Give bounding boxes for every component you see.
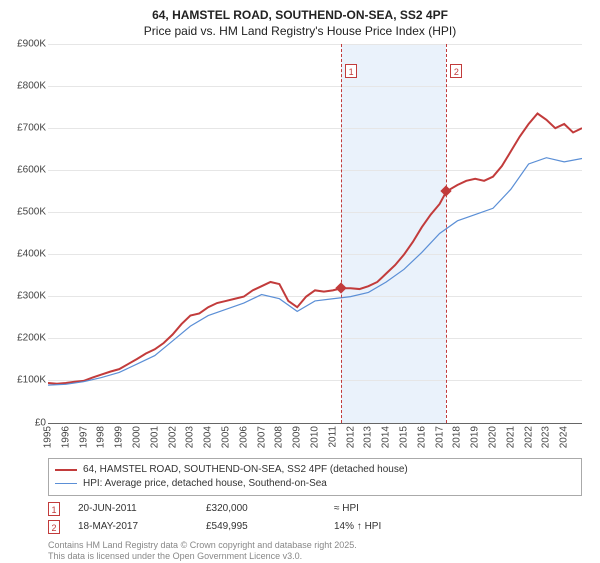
y-tick-label: £400K — [8, 249, 46, 260]
y-tick-label: £0 — [8, 417, 46, 428]
x-tick-label: 2000 — [132, 426, 143, 448]
x-tick-label: 2007 — [256, 426, 267, 448]
legend-item: HPI: Average price, detached house, Sout… — [55, 477, 575, 491]
x-tick-label: 1995 — [43, 426, 54, 448]
y-tick-label: £200K — [8, 333, 46, 344]
x-tick-label: 2016 — [416, 426, 427, 448]
y-tick-label: £300K — [8, 291, 46, 302]
y-tick-label: £700K — [8, 122, 46, 133]
x-tick-label: 2024 — [559, 426, 570, 448]
x-tick-label: 2003 — [185, 426, 196, 448]
x-tick-label: 2002 — [167, 426, 178, 448]
sale-marker-line: 1 — [341, 44, 342, 423]
x-tick-label: 2012 — [345, 426, 356, 448]
transaction-row: 1 20-JUN-2011 £320,000 ≈ HPI — [48, 500, 582, 518]
legend-label: HPI: Average price, detached house, Sout… — [83, 477, 327, 491]
legend-swatch-icon — [55, 469, 77, 471]
x-axis-labels: 1995199619971998199920002001200220032004… — [48, 424, 582, 452]
x-tick-label: 1999 — [114, 426, 125, 448]
x-tick-label: 2008 — [274, 426, 285, 448]
y-tick-label: £800K — [8, 80, 46, 91]
series-line — [48, 157, 582, 384]
x-tick-label: 2023 — [541, 426, 552, 448]
y-tick-label: £900K — [8, 38, 46, 49]
x-tick-label: 2020 — [488, 426, 499, 448]
transaction-delta: 14% ↑ HPI — [334, 518, 381, 536]
x-tick-label: 1997 — [78, 426, 89, 448]
y-tick-label: £100K — [8, 375, 46, 386]
x-tick-label: 2013 — [363, 426, 374, 448]
legend-label: 64, HAMSTEL ROAD, SOUTHEND-ON-SEA, SS2 4… — [83, 463, 408, 477]
transaction-number: 1 — [48, 502, 60, 516]
series-line — [48, 113, 582, 383]
x-tick-label: 2004 — [203, 426, 214, 448]
y-tick-label: £600K — [8, 164, 46, 175]
x-tick-label: 1996 — [60, 426, 71, 448]
x-tick-label: 2018 — [452, 426, 463, 448]
transaction-table: 1 20-JUN-2011 £320,000 ≈ HPI 2 18-MAY-2017 £54… — [48, 500, 582, 536]
chart-title-line2: Price paid vs. HM Land Registry's House … — [8, 24, 592, 38]
attribution-text: Contains HM Land Registry data © Crown c… — [48, 540, 592, 563]
x-tick-label: 1998 — [96, 426, 107, 448]
x-tick-label: 2005 — [221, 426, 232, 448]
legend-box: 64, HAMSTEL ROAD, SOUTHEND-ON-SEA, SS2 4… — [48, 458, 582, 496]
legend-swatch-icon — [55, 483, 77, 484]
x-tick-label: 2022 — [523, 426, 534, 448]
x-tick-label: 2009 — [292, 426, 303, 448]
x-tick-label: 2001 — [149, 426, 160, 448]
x-tick-label: 2011 — [327, 426, 338, 448]
plot-area: £0£100K£200K£300K£400K£500K£600K£700K£80… — [48, 44, 582, 424]
sale-marker-number: 1 — [345, 64, 357, 78]
legend-item: 64, HAMSTEL ROAD, SOUTHEND-ON-SEA, SS2 4… — [55, 463, 575, 477]
transaction-price: £320,000 — [206, 500, 316, 518]
x-tick-label: 2010 — [310, 426, 321, 448]
transaction-row: 2 18-MAY-2017 £549,995 14% ↑ HPI — [48, 518, 582, 536]
x-tick-label: 2015 — [399, 426, 410, 448]
attribution-line2: This data is licensed under the Open Gov… — [48, 551, 592, 563]
sale-marker-line: 2 — [446, 44, 447, 423]
transaction-date: 18-MAY-2017 — [78, 518, 188, 536]
x-tick-label: 2019 — [470, 426, 481, 448]
y-tick-label: £500K — [8, 207, 46, 218]
house-price-chart: 64, HAMSTEL ROAD, SOUTHEND-ON-SEA, SS2 4… — [0, 0, 600, 560]
x-tick-label: 2006 — [238, 426, 249, 448]
transaction-number: 2 — [48, 520, 60, 534]
x-tick-label: 2017 — [434, 426, 445, 448]
sale-marker-number: 2 — [450, 64, 462, 78]
chart-title-line1: 64, HAMSTEL ROAD, SOUTHEND-ON-SEA, SS2 4… — [8, 8, 592, 24]
transaction-delta: ≈ HPI — [334, 500, 359, 518]
chart-svg — [48, 44, 582, 423]
x-tick-label: 2021 — [505, 426, 516, 448]
attribution-line1: Contains HM Land Registry data © Crown c… — [48, 540, 592, 552]
transaction-price: £549,995 — [206, 518, 316, 536]
transaction-date: 20-JUN-2011 — [78, 500, 188, 518]
x-tick-label: 2014 — [381, 426, 392, 448]
